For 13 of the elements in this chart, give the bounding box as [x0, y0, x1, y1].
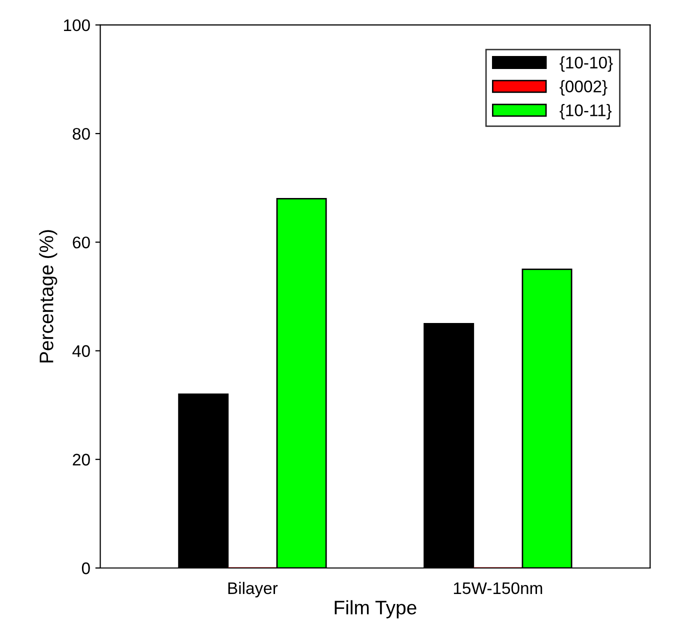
x-axis-title: Film Type — [334, 600, 416, 618]
x-tick-label: 15W-150nm — [454, 582, 542, 594]
y-tick-label: 0 — [82, 562, 90, 574]
y-tick-label: 40 — [72, 345, 90, 357]
y-tick-label: 80 — [72, 128, 90, 140]
y-tick-label: 100 — [64, 19, 90, 32]
legend-label: {10-11} — [560, 104, 612, 120]
y-axis-title: Percentage (%) — [39, 230, 58, 362]
y-tick-label: 20 — [72, 454, 90, 466]
y-tick-label: 60 — [72, 236, 90, 248]
legend-label: {10-10} — [560, 56, 613, 72]
x-tick-label: Bilayer — [228, 582, 278, 598]
legend-label: {0002} — [560, 80, 608, 96]
